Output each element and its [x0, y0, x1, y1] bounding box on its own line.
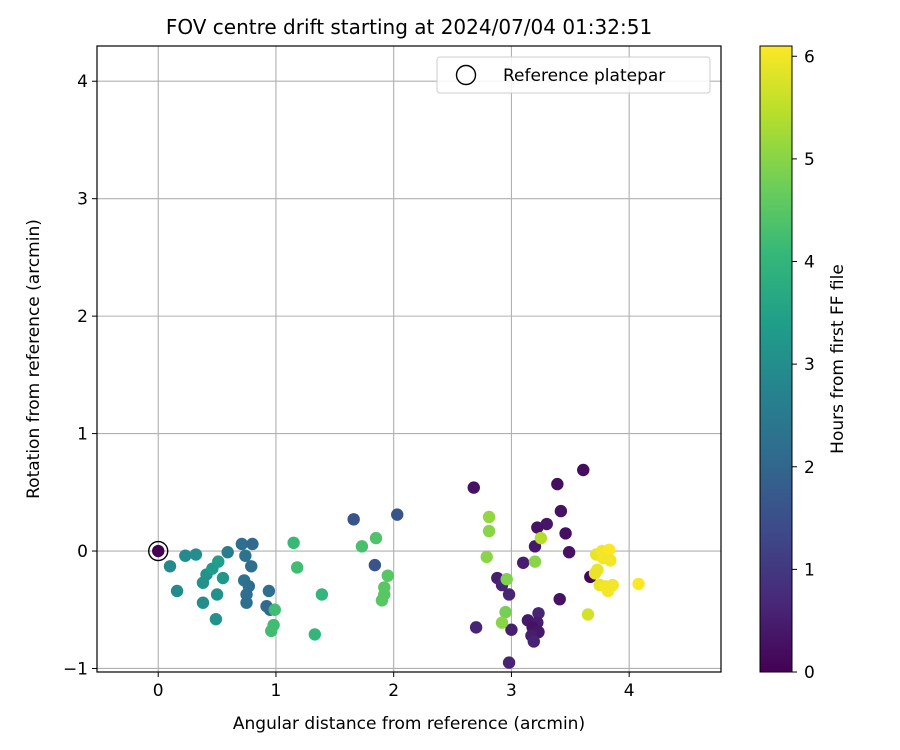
- data-point: [375, 594, 389, 607]
- y-tick-label: 3: [77, 190, 88, 210]
- data-point: [235, 537, 249, 551]
- colorbar-tick-label: 1: [804, 560, 815, 580]
- data-point: [467, 481, 480, 494]
- legend-box: [436, 56, 711, 94]
- data-point: [262, 584, 276, 598]
- scatter-points: [148, 463, 645, 669]
- x-axis-ticks: 0 1 2 3 4: [153, 672, 635, 701]
- data-point: [495, 616, 509, 629]
- colorbar-ticks: 0 1 2 3 4 5 6: [792, 47, 815, 683]
- data-point: [562, 546, 576, 559]
- y-tick-label: 4: [77, 72, 88, 92]
- data-point: [559, 527, 572, 540]
- legend: Reference platepar: [436, 56, 711, 94]
- data-point: [534, 531, 548, 545]
- data-point: [196, 576, 210, 589]
- legend-label-reference: Reference platepar: [503, 66, 665, 86]
- data-point: [532, 607, 545, 620]
- data-point: [502, 656, 516, 669]
- data-point: [239, 549, 252, 562]
- data-point: [482, 510, 496, 524]
- data-point: [500, 573, 513, 586]
- legend-marker-reference: [455, 64, 477, 86]
- data-point: [482, 524, 496, 538]
- data-point: [554, 504, 568, 518]
- data-point: [601, 584, 615, 598]
- y-tick-label: 1: [77, 425, 88, 445]
- x-tick-label: 4: [624, 681, 635, 701]
- data-point: [581, 608, 595, 621]
- y-tick-label: 0: [77, 542, 88, 562]
- plot-area: [97, 46, 721, 672]
- data-point: [540, 517, 553, 531]
- data-point: [152, 544, 165, 558]
- data-point: [480, 550, 493, 564]
- data-point: [196, 596, 210, 609]
- y-tick-label: 2: [77, 307, 88, 327]
- data-point: [369, 531, 383, 545]
- y-axis-title: Rotation from reference (arcmin): [24, 219, 44, 499]
- colorbar-tick-label: 2: [804, 458, 815, 478]
- data-point: [355, 540, 369, 553]
- x-tick-label: 1: [271, 681, 282, 701]
- data-point: [290, 561, 304, 574]
- x-tick-label: 2: [388, 681, 399, 701]
- data-point: [588, 567, 602, 580]
- plot-frame: [96, 45, 722, 673]
- chart-title: FOV centre drift starting at 2024/07/04 …: [166, 15, 652, 39]
- data-point: [170, 584, 184, 598]
- data-point: [499, 605, 512, 619]
- data-point: [240, 596, 253, 609]
- data-point: [632, 577, 645, 591]
- y-axis-ticks: −1 0 1 2 3 4: [63, 72, 97, 679]
- data-point: [502, 588, 516, 601]
- data-point: [505, 623, 518, 636]
- data-point: [368, 558, 382, 572]
- colorbar-tick-label: 4: [804, 253, 815, 273]
- colorbar-title: Hours from first FF file: [828, 264, 848, 454]
- data-point: [245, 560, 258, 573]
- data-point: [212, 555, 225, 568]
- reference-platepar-marker: [148, 540, 169, 562]
- y-tick-label: −1: [63, 659, 88, 679]
- data-point: [179, 549, 192, 562]
- grid-lines: [97, 46, 721, 672]
- data-point: [287, 536, 300, 550]
- data-point: [527, 635, 540, 648]
- colorbar-tick-label: 3: [804, 355, 815, 375]
- x-axis-title: Angular distance from reference (arcmin): [233, 714, 585, 734]
- data-point: [315, 588, 329, 601]
- data-point: [528, 555, 542, 568]
- data-point: [221, 546, 234, 559]
- data-point: [210, 588, 224, 601]
- colorbar-tick-label: 0: [804, 663, 815, 683]
- data-point: [163, 560, 177, 573]
- data-point: [246, 537, 259, 551]
- data-point: [308, 628, 322, 641]
- data-point: [189, 548, 203, 561]
- data-point: [551, 477, 564, 491]
- data-point: [216, 571, 230, 585]
- data-point: [517, 556, 530, 569]
- data-point: [381, 569, 395, 582]
- data-point: [553, 592, 566, 606]
- data-point: [265, 624, 278, 638]
- data-point: [531, 521, 544, 534]
- x-tick-label: 3: [506, 681, 517, 701]
- data-point: [469, 621, 483, 634]
- data-point: [391, 508, 404, 521]
- data-point: [604, 554, 617, 567]
- colorbar-tick-label: 6: [804, 47, 815, 67]
- data-point: [209, 612, 223, 626]
- colorbar-tick-label: 5: [804, 150, 815, 170]
- colorbar: [759, 45, 793, 673]
- data-point: [577, 463, 590, 477]
- data-point: [347, 513, 360, 526]
- x-tick-label: 0: [153, 681, 164, 701]
- data-point: [268, 603, 281, 616]
